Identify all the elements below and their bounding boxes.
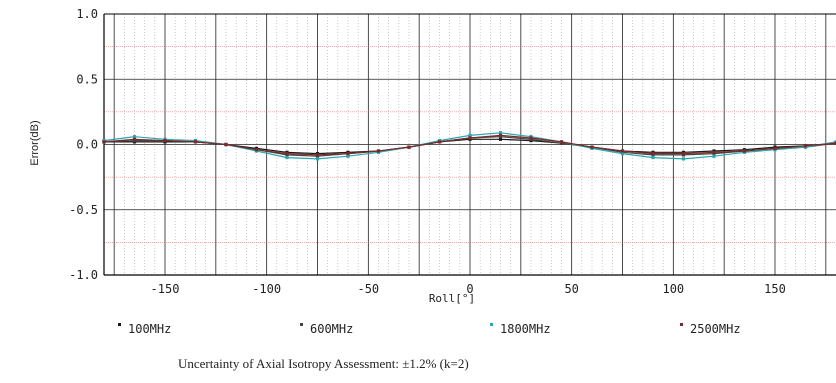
legend: 100MHz 600MHz 1800MHz 2500MHz (118, 322, 741, 336)
data-point-100MHz (498, 137, 503, 141)
y-tick-label: 0.5 (76, 72, 98, 86)
data-point-2500MHz (132, 137, 137, 141)
data-point-2500MHz (773, 146, 777, 151)
legend-entry: 2500MHz (690, 322, 741, 336)
data-point-2500MHz (803, 144, 808, 148)
x-tick-label: -50 (357, 282, 379, 296)
data-point-2500MHz (224, 142, 228, 147)
data-point-2500MHz (834, 141, 836, 145)
data-point-2500MHz (651, 152, 655, 156)
x-tick-label: -100 (252, 282, 281, 296)
data-point-1800MHz (346, 154, 350, 158)
data-point-2500MHz (681, 152, 686, 156)
x-tick-label: 50 (564, 282, 578, 296)
legend-marker (118, 323, 121, 326)
x-tick-label: 100 (662, 282, 684, 296)
data-point-2500MHz (407, 145, 411, 149)
data-point-1800MHz (651, 155, 655, 160)
data-point-2500MHz (193, 140, 198, 144)
data-point-1800MHz (132, 135, 137, 139)
data-point-2500MHz (742, 149, 747, 153)
data-point-1800MHz (468, 133, 472, 137)
data-point-2500MHz (559, 140, 564, 144)
data-point-2500MHz (590, 145, 594, 149)
data-point-2500MHz (712, 150, 716, 154)
data-point-2500MHz (102, 140, 106, 144)
data-point-2500MHz (529, 136, 533, 140)
x-tick-label: 0 (466, 282, 473, 296)
legend-entry: 100MHz (128, 322, 171, 336)
legend-entry: 600MHz (310, 322, 353, 336)
y-tick-label: -0.5 (69, 203, 98, 217)
data-point-2500MHz (468, 136, 472, 140)
data-point-2500MHz (376, 149, 381, 153)
data-point-2500MHz (437, 140, 442, 144)
y-tick-label: -1.0 (69, 268, 98, 282)
data-point-2500MHz (254, 148, 259, 152)
data-point-2500MHz (498, 133, 503, 137)
series-layer (102, 131, 836, 161)
data-point-1800MHz (498, 131, 503, 135)
data-point-2500MHz (620, 149, 625, 153)
data-point-2500MHz (285, 152, 289, 156)
tick-layer: 1.0 0.5 0.0 -0.5 -1.0 -150 -100 -50 0 50 100 150 (69, 7, 786, 296)
legend-marker (680, 323, 683, 326)
legend-entry: 1800MHz (500, 322, 551, 336)
x-tick-label: 150 (764, 282, 786, 296)
data-point-2500MHz (346, 152, 350, 156)
data-point-1800MHz (620, 152, 625, 156)
data-point-1800MHz (712, 154, 716, 158)
data-point-2500MHz (163, 138, 167, 143)
x-tick-label: -150 (151, 282, 180, 296)
y-tick-label: 1.0 (76, 7, 98, 21)
data-point-1800MHz (315, 157, 320, 161)
legend-marker (300, 323, 303, 326)
data-point-1800MHz (285, 155, 289, 160)
x-axis-label: Roll[°] (429, 292, 475, 305)
legend-marker (490, 323, 493, 326)
y-tick-label: 0.0 (76, 138, 98, 152)
y-axis-label: Error(dB) (29, 120, 41, 165)
data-point-2500MHz (315, 153, 320, 157)
data-point-1800MHz (681, 157, 686, 161)
grid-layer (103, 13, 836, 276)
uncertainty-caption: Uncertainty of Axial Isotropy Assessment… (178, 356, 469, 371)
